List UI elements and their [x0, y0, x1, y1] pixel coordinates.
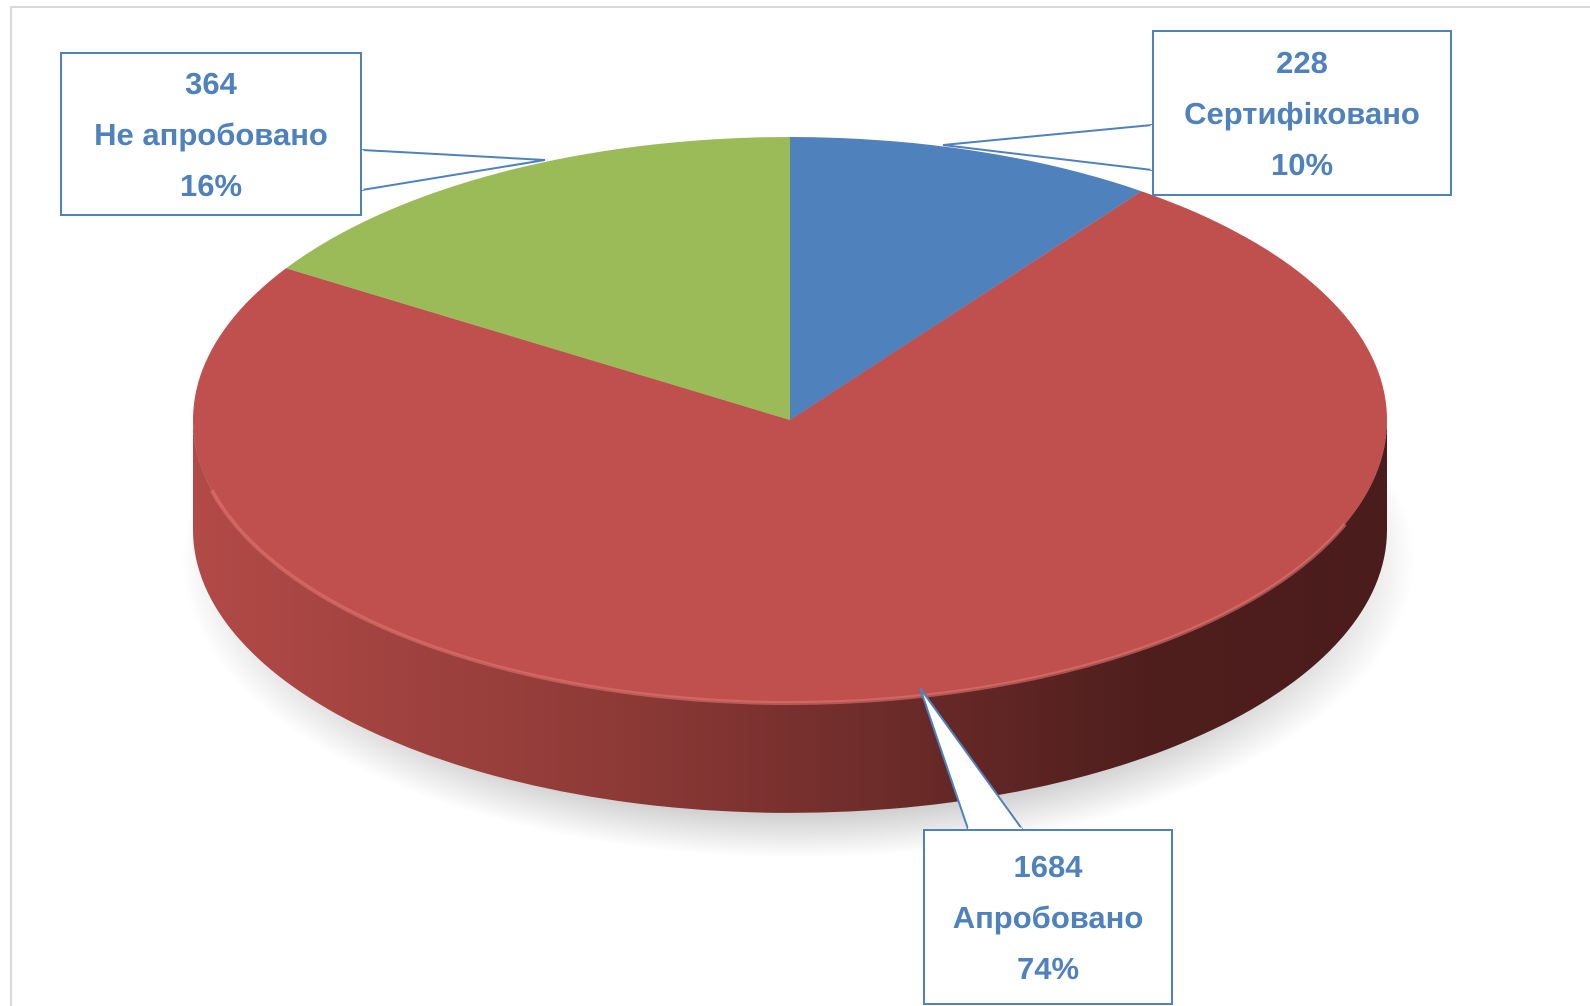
- data-label-box: 228 Сертифіковано 10%: [1152, 30, 1452, 196]
- pie-rim-highlight: [209, 489, 1347, 705]
- pie-slice-1: [790, 137, 1142, 420]
- pie-side-2: [193, 420, 1387, 813]
- data-label-box: 1684 Апробовано 74%: [923, 829, 1173, 1005]
- data-label-value: 364: [185, 65, 237, 101]
- data-label-percent: 74%: [1016, 950, 1080, 986]
- pie-slice-2: [193, 191, 1388, 703]
- data-label-value: 228: [1276, 44, 1328, 80]
- data-label-box: 364 Не апробовано 16%: [60, 52, 362, 216]
- pie-slice-3: [286, 137, 790, 420]
- data-label-category: Не апробовано: [94, 116, 328, 152]
- data-label-percent: 16%: [179, 167, 243, 203]
- data-label-value: 1684: [1013, 848, 1083, 884]
- data-label-category: Апробовано: [952, 899, 1144, 935]
- data-label-category: Сертифіковано: [1184, 95, 1420, 131]
- data-label-percent: 10%: [1270, 146, 1334, 182]
